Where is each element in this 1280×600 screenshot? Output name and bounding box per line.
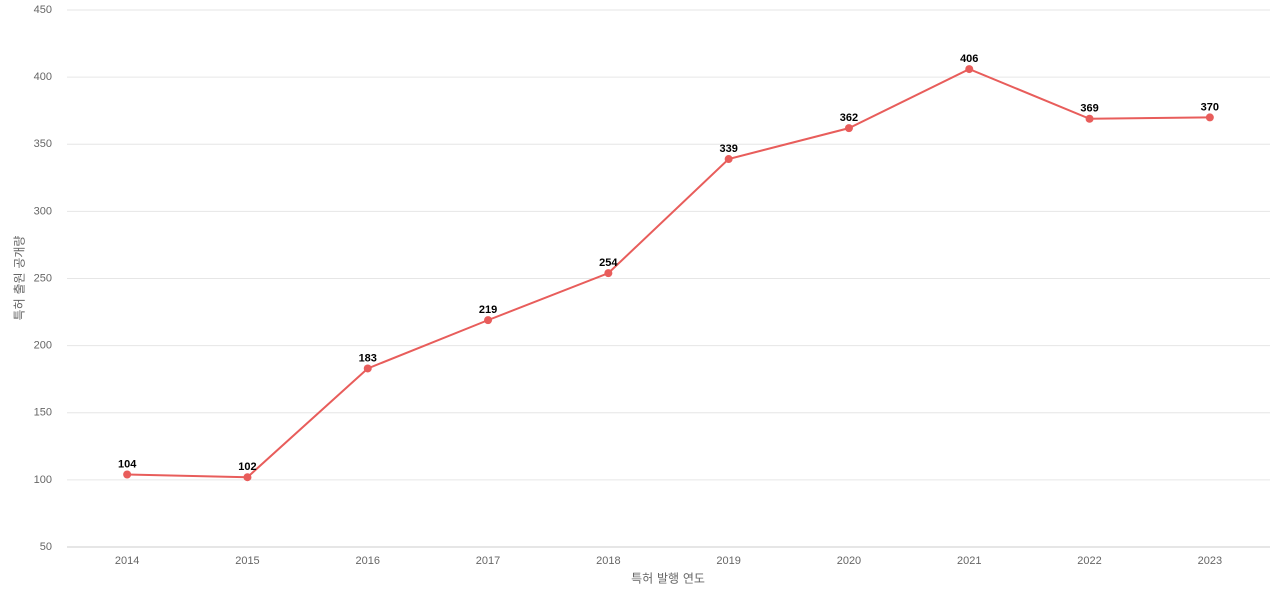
value-label: 219	[479, 304, 497, 316]
y-tick-label: 250	[34, 272, 52, 284]
point	[965, 65, 974, 74]
y-tick-label: 450	[34, 4, 52, 16]
value-label: 362	[840, 112, 858, 124]
value-label: 183	[359, 352, 377, 364]
point	[484, 316, 493, 325]
y-tick-label: 350	[34, 138, 52, 150]
value-label: 254	[599, 257, 618, 269]
value-label: 104	[118, 458, 137, 470]
x-tick-label: 2018	[596, 555, 620, 567]
value-label: 369	[1080, 103, 1098, 115]
x-tick-label: 2021	[957, 555, 981, 567]
x-tick-label: 2014	[115, 555, 139, 567]
value-label: 339	[719, 143, 737, 155]
point	[724, 155, 733, 164]
y-tick-label: 400	[34, 71, 52, 83]
line	[127, 67, 1210, 479]
x-tick-label: 2022	[1077, 555, 1101, 567]
y-tick-label: 150	[34, 407, 52, 419]
value-label: 102	[238, 461, 256, 473]
x-tick-label: 2016	[356, 555, 380, 567]
y-tick-label: 50	[40, 541, 52, 553]
x-tick-label: 2020	[837, 555, 861, 567]
y-axis-title: 특허 출원 공개량	[13, 236, 27, 321]
point	[844, 124, 853, 133]
x-tick-label: 2023	[1198, 555, 1222, 567]
point	[123, 470, 132, 479]
x-tick-label: 2015	[235, 555, 259, 567]
y-tick-label: 100	[34, 474, 52, 486]
point	[1205, 113, 1214, 122]
y-tick-label: 200	[34, 340, 52, 352]
point	[363, 364, 372, 373]
x-axis-title: 특허 발행 연도	[631, 571, 705, 586]
value-label: 406	[960, 53, 978, 65]
x-tick-label: 2019	[716, 555, 740, 567]
y-tick-label: 300	[34, 205, 52, 217]
point	[1085, 114, 1094, 123]
x-tick-label: 2017	[476, 555, 500, 567]
point	[604, 269, 613, 278]
value-label: 370	[1201, 101, 1219, 113]
point	[243, 473, 252, 482]
